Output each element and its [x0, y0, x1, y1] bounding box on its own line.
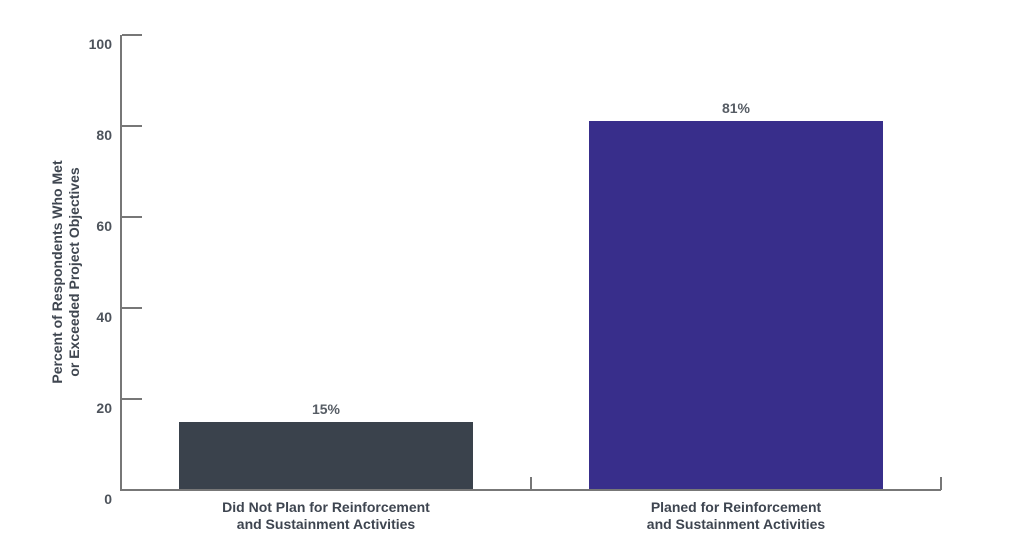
y-axis-tick — [122, 307, 142, 309]
category-label-line: Did Not Plan for Reinforcement — [222, 499, 430, 515]
category-label: Did Not Plan for Reinforcement and Sustai… — [146, 499, 506, 533]
y-axis-tick-label: 100 — [88, 36, 112, 52]
bar — [589, 121, 883, 489]
y-axis-line — [120, 35, 122, 491]
category-label: Planed for Reinforcement and Sustainment … — [556, 499, 916, 533]
y-axis-tick — [122, 34, 142, 36]
y-axis-tick — [122, 125, 142, 127]
y-axis-title-text: Percent of Respondents Who Met or Exceed… — [49, 62, 83, 482]
x-axis-tick — [530, 477, 532, 490]
y-axis-title-line-1: Percent of Respondents Who Met — [49, 160, 65, 384]
bar-value-label: 81% — [721, 100, 751, 117]
y-axis-tick — [122, 216, 142, 218]
y-axis-title-line-2: or Exceeded Project Objectives — [66, 167, 82, 377]
y-axis-tick-label: 20 — [96, 400, 112, 416]
category-label-line: Planed for Reinforcement — [650, 499, 822, 515]
x-axis-line — [120, 489, 941, 491]
category-label-line: and Sustainment Activities — [236, 516, 416, 532]
y-axis-tick-label: 60 — [96, 218, 112, 234]
y-axis-tick-label: 40 — [96, 309, 112, 325]
y-axis-tick — [122, 398, 142, 400]
y-axis-tick-label: 80 — [96, 127, 112, 143]
category-label-line: and Sustainment Activities — [646, 516, 826, 532]
x-axis-tick — [940, 477, 942, 490]
bar-value-label: 15% — [311, 400, 341, 417]
bar — [179, 421, 473, 489]
y-axis-tick-label: 0 — [104, 491, 112, 507]
